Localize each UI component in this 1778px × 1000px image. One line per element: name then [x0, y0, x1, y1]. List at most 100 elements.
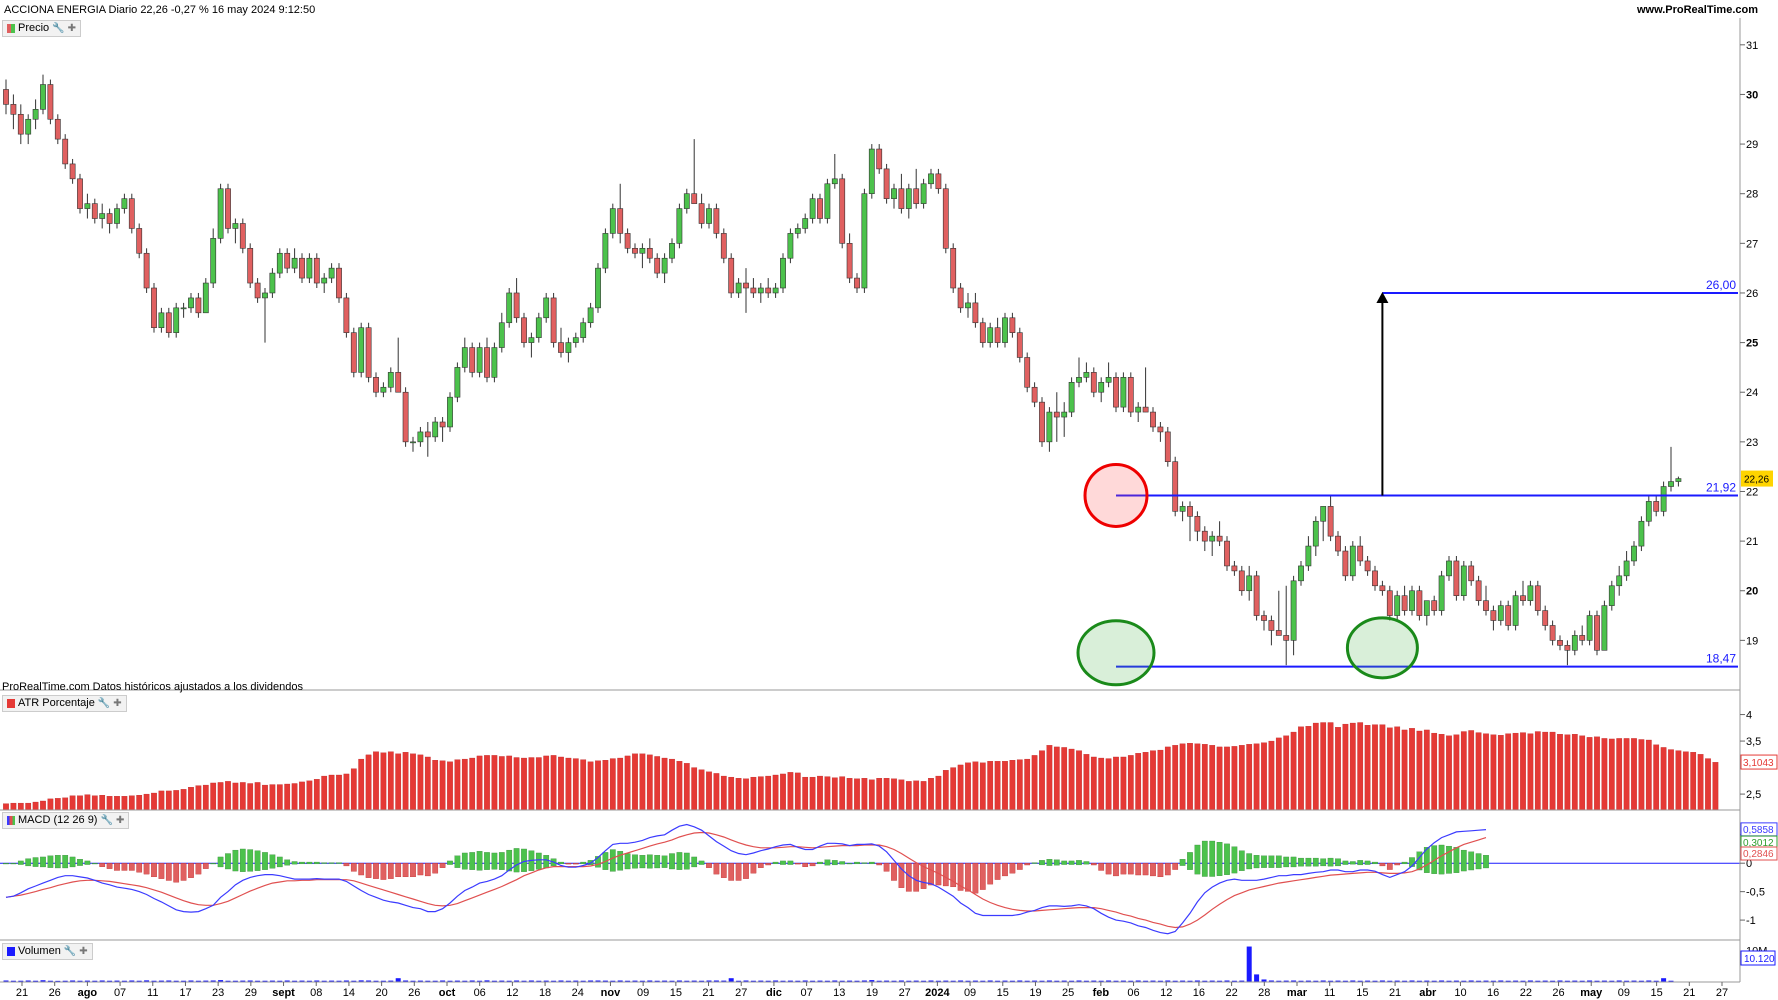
- atr-bar: [1068, 748, 1075, 811]
- histogram-bar-up: [1083, 861, 1090, 865]
- atr-bar: [617, 757, 624, 811]
- histogram-bar-down: [173, 863, 180, 883]
- histogram-bar-up: [25, 858, 32, 867]
- candle-up: [1571, 635, 1578, 651]
- atr-bar: [1061, 747, 1068, 811]
- atr-legend[interactable]: ATR Porcentaje 🔧 ✚: [2, 695, 127, 712]
- histogram-bar-up: [824, 859, 831, 866]
- candle-down: [299, 257, 305, 279]
- histogram-bar-up: [1357, 860, 1364, 866]
- histogram-bar-up: [595, 856, 601, 868]
- candle-down: [3, 89, 9, 105]
- candle-down: [1364, 560, 1371, 572]
- histogram-bar-up: [624, 853, 631, 870]
- candle-down: [1564, 645, 1571, 651]
- price-legend[interactable]: Precio 🔧 ✚: [2, 20, 82, 37]
- volume-bar: [447, 980, 453, 982]
- candle-down: [654, 257, 661, 274]
- time-tick-label: feb: [1093, 987, 1110, 999]
- level-label: 18,47: [1706, 652, 1736, 666]
- histogram-bar-up: [1039, 860, 1045, 866]
- wrench-icon[interactable]: 🔧: [52, 23, 65, 34]
- atr-bar: [432, 760, 439, 811]
- move-icon[interactable]: ✚: [79, 946, 88, 957]
- atr-bar: [550, 755, 557, 811]
- volume-bar: [1231, 980, 1237, 982]
- atr-bar: [1113, 756, 1119, 811]
- histogram-bar-up: [868, 861, 875, 865]
- atr-bar: [321, 775, 328, 811]
- support-highlight-circle: [1345, 616, 1419, 680]
- histogram-bar-up: [1179, 859, 1186, 866]
- histogram-bar-up: [69, 856, 76, 868]
- atr-bar: [1401, 729, 1408, 811]
- time-tick-label: 22: [1225, 987, 1237, 999]
- volume-bar: [1439, 980, 1445, 982]
- volume-legend[interactable]: Volumen 🔧 ✚: [2, 943, 93, 960]
- histogram-bar-up: [676, 852, 683, 870]
- candle-down: [1150, 411, 1156, 428]
- volume-bar: [787, 980, 793, 982]
- price-tick-label: 28: [1746, 189, 1758, 201]
- histogram-bar-down: [417, 863, 424, 876]
- atr-bar: [498, 756, 505, 811]
- histogram-bar-down: [1016, 863, 1023, 870]
- time-tick-label: 26: [1552, 987, 1564, 999]
- macd-legend[interactable]: MACD (12 26 9) 🔧 ✚: [2, 812, 130, 829]
- volume-legend-label: Volumen: [18, 945, 61, 957]
- level-label: 21,92: [1706, 480, 1736, 494]
- atr-bar: [402, 752, 409, 811]
- atr-bar: [1557, 734, 1563, 811]
- wrench-icon[interactable]: 🔧: [97, 698, 111, 709]
- volume-bar: [943, 980, 949, 982]
- volume-bar: [1098, 980, 1104, 982]
- atr-bar: [1549, 731, 1556, 811]
- histogram-bar-down: [920, 863, 927, 889]
- histogram-bar-up: [84, 860, 91, 865]
- candle-down: [402, 391, 409, 443]
- atr-bar: [1231, 746, 1238, 811]
- move-icon[interactable]: ✚: [113, 698, 122, 709]
- candle-down: [913, 188, 920, 204]
- candle-up: [772, 287, 779, 294]
- volume-bar: [440, 980, 446, 982]
- wrench-icon[interactable]: 🔧: [100, 815, 113, 826]
- atr-bar: [1520, 732, 1526, 811]
- volume-bar: [1335, 980, 1341, 982]
- candle-down: [1327, 506, 1334, 537]
- candle-down: [1039, 401, 1045, 443]
- candle-up: [965, 302, 971, 309]
- candle-down: [935, 173, 942, 190]
- volume-bar: [1135, 980, 1141, 982]
- price-tick-label: 24: [1746, 387, 1758, 399]
- move-icon[interactable]: ✚: [115, 815, 125, 826]
- volume-bar: [1032, 980, 1038, 982]
- histogram-bar-up: [1475, 853, 1482, 870]
- candle-up: [1668, 481, 1674, 487]
- macd-tick-label: 0: [1746, 858, 1752, 870]
- volume-bar: [262, 980, 268, 982]
- candle-up: [1423, 600, 1430, 616]
- time-tick-label: 12: [506, 987, 518, 999]
- volume-bar: [1202, 980, 1208, 982]
- time-tick-label: 06: [1127, 987, 1139, 999]
- volume-bar: [1624, 980, 1630, 982]
- volume-bar: [1365, 980, 1371, 982]
- candle-down: [1483, 600, 1489, 611]
- atr-bar: [1357, 722, 1364, 811]
- atr-bar: [1253, 743, 1260, 811]
- atr-bar: [1475, 732, 1482, 811]
- wrench-icon[interactable]: 🔧: [63, 946, 77, 957]
- atr-bar: [595, 760, 601, 811]
- move-icon[interactable]: ✚: [67, 23, 77, 34]
- volume-bar: [255, 980, 261, 982]
- atr-bar: [1705, 758, 1711, 811]
- atr-panel: [3, 722, 1719, 811]
- atr-legend-label: ATR Porcentaje: [18, 697, 95, 709]
- candle-down: [817, 198, 823, 219]
- atr-bar: [484, 755, 490, 811]
- candle-down: [765, 287, 772, 294]
- histogram-bar-down: [99, 863, 106, 867]
- volume-bar: [477, 980, 483, 982]
